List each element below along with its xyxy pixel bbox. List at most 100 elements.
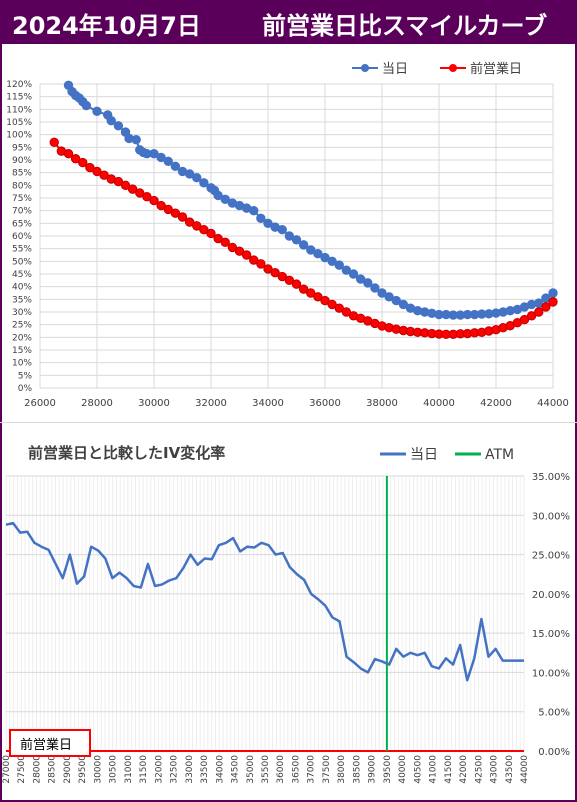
x-tick-label: 36500 <box>291 755 301 784</box>
data-point-prev <box>192 221 202 231</box>
x-tick-label: 40000 <box>398 755 408 784</box>
x-tick-label: 27500 <box>17 755 27 784</box>
x-tick-label: 32500 <box>170 755 180 784</box>
x-tick-label: 37500 <box>322 755 332 784</box>
data-point-prev <box>241 250 252 260</box>
legend-marker <box>361 64 369 72</box>
data-point-prev <box>526 311 537 321</box>
header-bar: 2024年10月7日 前営業日比スマイルカーブ <box>0 0 577 44</box>
x-tick-label: 39000 <box>368 755 378 784</box>
data-point-prev <box>320 295 330 306</box>
y-tick-label: 0% <box>18 384 33 394</box>
smile-curve-chart: 0% 5% 10% 15% 20% 25% 30% 35% 40% 45% 50% 55% 60% 65%… <box>6 61 569 409</box>
data-point-today <box>327 256 337 267</box>
y-tick-label: 70% <box>12 207 32 217</box>
y-tick-label: 80% <box>12 181 32 191</box>
x-tick-label: 40500 <box>413 755 423 784</box>
data-point-today <box>277 224 287 235</box>
data-point-prev <box>284 275 295 286</box>
series-line-today <box>67 84 554 317</box>
x-tick-label: 42000 <box>480 398 512 409</box>
x-tick-label: 37000 <box>307 755 317 784</box>
data-point-today <box>284 231 295 241</box>
x-tick-label: 32000 <box>195 398 227 409</box>
data-point-prev <box>249 255 259 265</box>
data-point-prev <box>113 176 124 187</box>
chart-divider <box>0 422 577 423</box>
x-tick-label: 38000 <box>337 755 347 784</box>
x-tick-label: 40000 <box>423 398 455 409</box>
data-point-today <box>341 265 352 275</box>
x-tick-label: 29000 <box>63 755 73 784</box>
data-point-prev <box>541 302 551 312</box>
data-point-prev <box>291 279 302 289</box>
data-point-today <box>213 190 223 201</box>
legend-label: ATM <box>485 447 514 463</box>
data-point-today <box>313 249 323 259</box>
data-point-prev <box>142 192 152 202</box>
data-point-today <box>184 169 195 179</box>
data-point-prev <box>184 217 195 227</box>
data-point-today <box>106 116 116 126</box>
x-tick-label: 42000 <box>459 755 469 784</box>
data-point-prev <box>227 242 238 253</box>
data-point-prev <box>49 137 59 147</box>
data-point-today <box>348 269 359 279</box>
data-point-today <box>355 274 366 284</box>
x-tick-label: 32000 <box>154 755 164 784</box>
x-tick-label: 43000 <box>490 755 500 784</box>
data-point-prev <box>70 154 81 164</box>
data-point-prev <box>256 259 266 269</box>
data-point-today <box>384 292 394 302</box>
y-tick-label: 35.00% <box>532 472 570 483</box>
x-tick-label: 30000 <box>138 398 170 409</box>
x-tick-label: 34000 <box>252 398 284 409</box>
x-tick-label: 44000 <box>537 398 569 409</box>
y-tick-label: 15% <box>12 346 32 356</box>
x-tick-label: 30500 <box>109 755 119 784</box>
header-title: 前営業日比スマイルカーブ <box>262 12 548 40</box>
data-point-prev <box>263 264 273 274</box>
y-tick-label: 85% <box>12 169 32 179</box>
y-tick-label: 110% <box>6 105 32 115</box>
y-tick-label: 30.00% <box>532 511 570 522</box>
y-tick-label: 50% <box>12 257 32 267</box>
data-point-today <box>291 235 302 245</box>
x-tick-label: 29500 <box>78 755 88 784</box>
data-point-today <box>149 148 159 159</box>
y-tick-label: 95% <box>12 143 32 153</box>
y-tick-label: 105% <box>6 118 32 128</box>
data-point-today <box>113 121 124 131</box>
data-point-prev <box>213 233 223 244</box>
data-point-prev <box>170 208 181 218</box>
data-point-prev <box>99 170 109 180</box>
y-tick-label: 115% <box>6 93 32 103</box>
y-tick-label: 40% <box>12 283 32 293</box>
data-point-prev <box>534 307 544 317</box>
y-tick-label: 25% <box>12 321 32 331</box>
data-point-prev <box>548 297 558 307</box>
x-tick-label: 27000 <box>2 755 12 784</box>
data-point-prev <box>92 166 102 177</box>
legend-label: 当日 <box>410 447 438 463</box>
data-point-today <box>263 218 273 229</box>
annotation-label: 前営業日 <box>20 737 72 753</box>
x-tick-label: 38000 <box>366 398 398 409</box>
data-point-today <box>256 213 266 223</box>
x-tick-label: 35000 <box>246 755 256 784</box>
x-tick-label: 30000 <box>93 755 103 784</box>
x-tick-label: 43500 <box>505 755 515 784</box>
data-point-today <box>548 288 558 298</box>
data-point-prev <box>156 200 166 211</box>
x-tick-label: 31500 <box>139 755 149 784</box>
y-tick-label: 35% <box>12 295 32 305</box>
y-tick-label: 60% <box>12 232 32 242</box>
x-tick-label: 34500 <box>231 755 241 784</box>
header-date: 2024年10月7日 <box>12 12 201 40</box>
y-tick-label: 20.00% <box>532 590 570 601</box>
data-point-prev <box>135 188 145 198</box>
y-tick-label: 45% <box>12 270 32 280</box>
x-tick-label: 36000 <box>276 755 286 784</box>
data-point-today <box>92 106 102 117</box>
x-tick-label: 33500 <box>200 755 210 784</box>
